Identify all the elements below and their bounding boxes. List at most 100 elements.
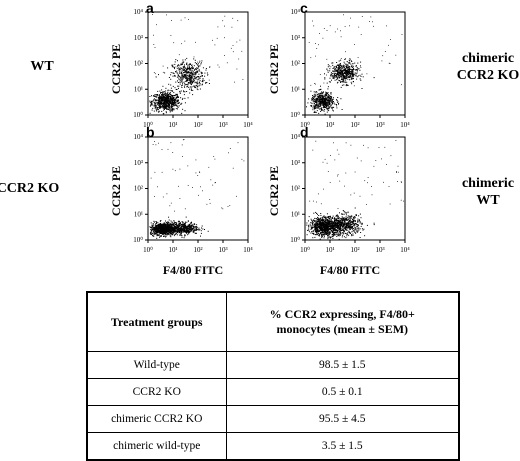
scatter-point <box>153 229 154 230</box>
scatter-point <box>188 97 189 98</box>
scatter-point <box>176 97 177 98</box>
scatter-point <box>158 107 159 108</box>
scatter-point <box>167 229 168 230</box>
scatter-point <box>316 229 317 230</box>
scatter-point <box>171 72 172 73</box>
scatter-point <box>164 91 165 92</box>
scatter-point <box>346 216 347 217</box>
scatter-point <box>352 224 353 225</box>
scatter-point <box>323 102 324 103</box>
scatter-point <box>313 225 314 226</box>
scatter-point <box>319 234 320 235</box>
scatter-point <box>154 234 155 235</box>
scatter-point <box>157 91 158 92</box>
scatter-point <box>191 222 192 223</box>
scatter-point <box>186 222 187 223</box>
scatter-point <box>345 26 346 27</box>
scatter-point <box>152 226 153 227</box>
scatter-point <box>149 96 150 97</box>
scatter-point <box>322 93 323 94</box>
scatter-point <box>158 74 159 75</box>
scatter-point <box>174 99 175 100</box>
scatter-point <box>199 229 200 230</box>
scatter-point <box>184 98 185 99</box>
scatter-point <box>200 89 201 90</box>
scatter-point <box>179 91 180 92</box>
scatter-point <box>163 197 164 198</box>
scatter-point <box>317 214 318 215</box>
scatter-point <box>171 101 172 102</box>
scatter-point <box>193 231 194 232</box>
scatter-point <box>238 59 239 60</box>
scatter-point <box>189 224 190 225</box>
scatter-point <box>179 65 180 66</box>
scatter-point <box>333 99 334 100</box>
scatter-point <box>317 105 318 106</box>
scatter-point <box>190 69 191 70</box>
scatter-point <box>202 78 203 79</box>
scatter-point <box>316 99 317 100</box>
scatter-point <box>331 105 332 106</box>
scatter-point <box>179 73 180 74</box>
scatter-point <box>336 107 337 108</box>
scatter-point <box>190 70 191 71</box>
scatter-point <box>195 73 196 74</box>
scatter-point <box>196 85 197 86</box>
scatter-point <box>349 63 350 64</box>
scatter-point <box>236 196 237 197</box>
scatter-point <box>328 220 329 221</box>
scatter-point <box>318 227 319 228</box>
scatter-point <box>166 111 167 112</box>
scatter-point <box>175 76 176 77</box>
scatter-point <box>165 95 166 96</box>
scatter-point <box>308 98 309 99</box>
scatter-point <box>315 102 316 103</box>
scatter-point <box>324 237 325 238</box>
scatter-point <box>175 170 176 171</box>
scatter-point <box>219 67 220 68</box>
scatter-point <box>346 224 347 225</box>
scatter-point <box>222 208 223 209</box>
scatter-point <box>342 68 343 69</box>
scatter-point <box>321 91 322 92</box>
scatter-point <box>313 101 314 102</box>
scatter-point <box>346 76 347 77</box>
scatter-point <box>316 213 317 214</box>
scatter-point <box>187 166 188 167</box>
scatter-point <box>318 221 319 222</box>
scatter-point <box>351 75 352 76</box>
scatter-point <box>357 228 358 229</box>
scatter-point <box>237 69 238 70</box>
scatter-point <box>342 70 343 71</box>
scatter-point <box>192 187 193 188</box>
scatter-point <box>169 108 170 109</box>
scatter-point <box>192 94 193 95</box>
scatter-point <box>194 78 195 79</box>
scatter-point <box>320 239 321 240</box>
scatter-point <box>177 108 178 109</box>
scatter-point <box>180 235 181 236</box>
scatter-point <box>173 65 174 66</box>
scatter-point <box>337 69 338 70</box>
scatter-point <box>332 108 333 109</box>
scatter-point <box>152 235 153 236</box>
scatter-point <box>150 234 151 235</box>
scatter-point <box>175 224 176 225</box>
scatter-point <box>313 100 314 101</box>
scatter-point <box>174 104 175 105</box>
scatter-point <box>343 66 344 67</box>
scatter-point <box>161 111 162 112</box>
scatter-point <box>351 69 352 70</box>
scatter-point <box>187 234 188 235</box>
scatter-point <box>190 230 191 231</box>
scatter-point <box>183 230 184 231</box>
scatter-point <box>151 178 152 179</box>
scatter-point <box>150 102 151 103</box>
scatter-point <box>328 230 329 231</box>
scatter-point <box>321 96 322 97</box>
scatter-point <box>182 109 183 110</box>
scatter-point <box>171 108 172 109</box>
scatter-point <box>341 74 342 75</box>
scatter-point <box>166 222 167 223</box>
scatter-point <box>386 26 387 27</box>
